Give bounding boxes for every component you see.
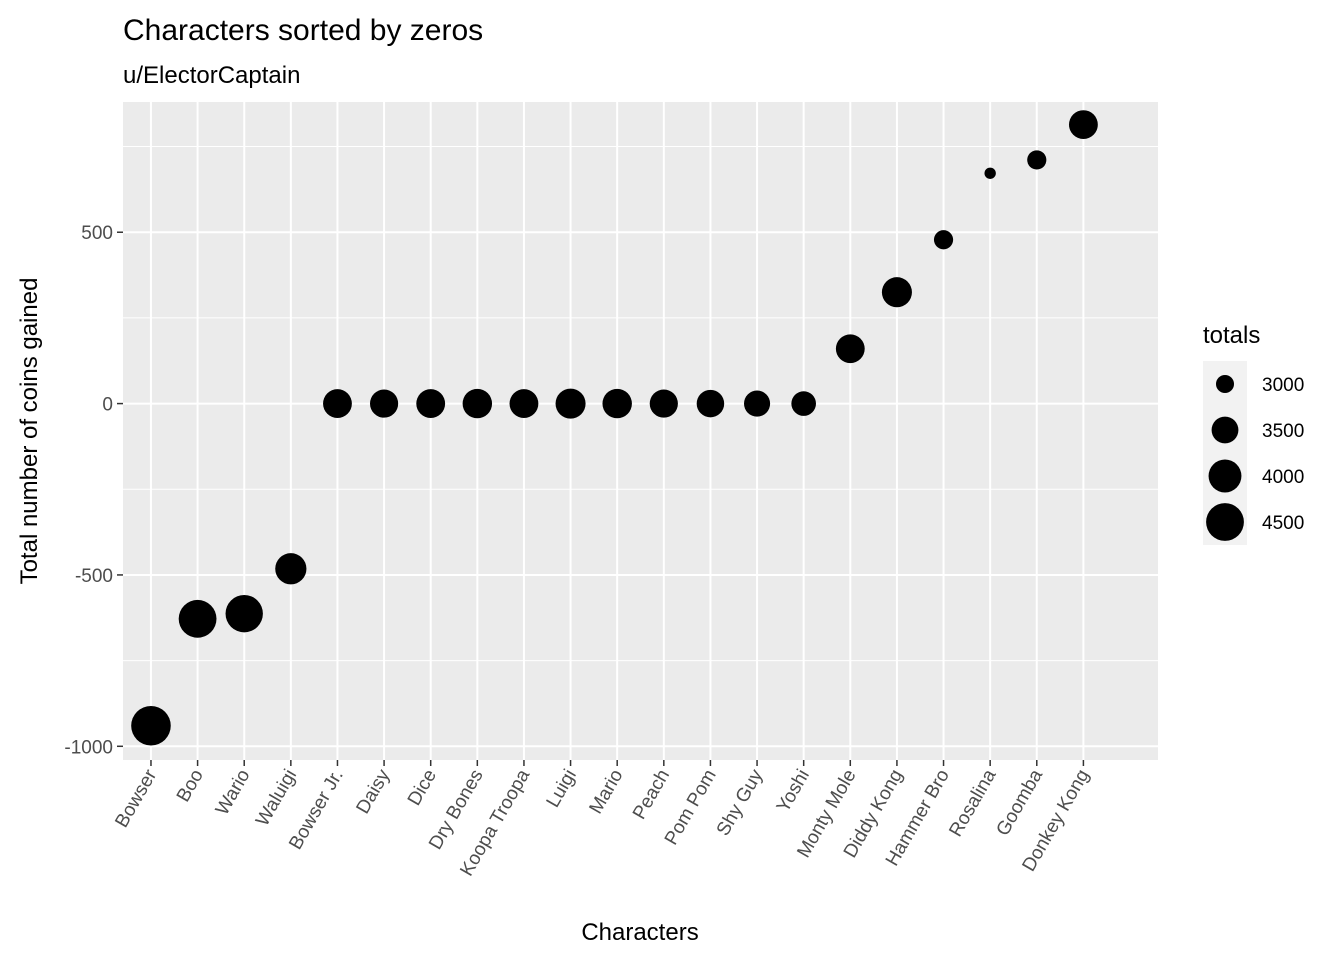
data-point — [416, 389, 446, 418]
x-tick-label: Luigi — [543, 766, 581, 811]
data-point — [462, 388, 493, 419]
data-point — [602, 388, 632, 419]
data-point — [1027, 150, 1047, 170]
y-tick-label: -1000 — [64, 737, 113, 758]
legend-label: 4500 — [1262, 513, 1304, 534]
minor-gridlines — [123, 146, 1158, 662]
x-tick-label: Waluigi — [252, 766, 301, 830]
data-point — [835, 334, 865, 364]
data-point — [696, 389, 725, 418]
data-point — [369, 389, 399, 418]
data-point — [509, 389, 539, 418]
chart-title: Characters sorted by zeros — [123, 14, 483, 47]
x-tick-label: Mario — [586, 766, 628, 818]
size-legend: totals 3000 3500 4000 4500 — [1203, 322, 1304, 545]
data-point — [178, 599, 217, 638]
y-axis-ticks: -1000 -500 0 500 — [64, 223, 123, 758]
data-point — [275, 553, 307, 585]
data-point — [323, 389, 352, 418]
x-axis-title: Characters — [581, 919, 698, 946]
legend-key-point — [1215, 374, 1235, 394]
plot-panel — [123, 102, 1158, 760]
data-point — [1069, 110, 1098, 140]
data-points — [131, 110, 1098, 746]
data-point — [743, 390, 771, 417]
legend-label: 3000 — [1262, 375, 1304, 396]
x-tick-label: Daisy — [352, 766, 394, 818]
data-point — [933, 230, 954, 250]
data-point — [649, 389, 678, 418]
legend-title: totals — [1203, 322, 1260, 349]
data-point — [791, 391, 816, 416]
legend-label: 4000 — [1262, 467, 1304, 488]
data-point — [881, 277, 912, 308]
x-tick-label: Peach — [629, 766, 674, 823]
x-tick-label: Shy Guy — [713, 766, 768, 840]
x-tick-label: Wario — [212, 766, 255, 819]
x-tick-label: Yoshi — [773, 766, 814, 816]
legend-key-point — [1208, 459, 1242, 493]
data-point — [555, 388, 586, 419]
y-axis-title: Total number of coins gained — [16, 278, 43, 585]
x-tick-label: Dice — [404, 766, 441, 809]
y-tick-label: -500 — [75, 566, 113, 587]
y-tick-label: 500 — [81, 223, 113, 244]
chart-subtitle: u/ElectorCaptain — [123, 62, 300, 89]
legend-key-point — [1206, 503, 1244, 541]
data-point — [225, 594, 263, 633]
legend-key-point — [1211, 416, 1239, 444]
data-point — [131, 705, 171, 746]
legend-keys: 3000 3500 4000 4500 — [1203, 361, 1304, 545]
y-tick-label: 0 — [102, 395, 113, 416]
legend-label: 3500 — [1262, 421, 1304, 442]
x-tick-label: Bowser — [111, 765, 161, 831]
x-tick-label: Boo — [173, 766, 208, 806]
data-point — [984, 167, 996, 179]
